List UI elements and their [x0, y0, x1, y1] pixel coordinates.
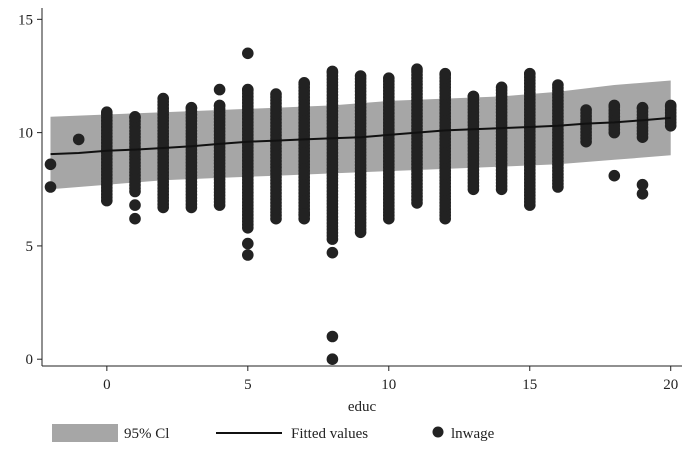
lnwage-point — [185, 101, 198, 114]
lnwage-point — [636, 188, 649, 200]
lnwage-point — [326, 353, 339, 366]
x-axis-title: educ — [348, 399, 377, 415]
lnwage-point — [467, 90, 480, 103]
lnwage-point — [242, 47, 254, 60]
lnwage-point — [72, 133, 85, 146]
lnwage-point — [636, 178, 649, 191]
legend: 95% Cl Fitted values lnwage — [52, 424, 495, 442]
lnwage-point — [270, 88, 282, 100]
fitted-line-layer — [50, 116, 671, 156]
lnwage-point — [101, 106, 113, 118]
lnwage-point — [129, 111, 141, 123]
lnwage-point — [326, 65, 339, 78]
lnwage-point — [664, 99, 677, 112]
lnwage-point — [552, 79, 564, 91]
lnwage-point — [157, 92, 169, 105]
x-tick-label: 10 — [381, 377, 396, 393]
x-tick-label: 15 — [522, 377, 537, 393]
lnwage-point — [411, 63, 423, 75]
y-tick-label: 5 — [26, 239, 34, 255]
lnwage-point — [354, 70, 367, 82]
lnwage-point — [383, 72, 395, 84]
legend-label-ci: 95% Cl — [124, 426, 169, 442]
y-tick-label: 0 — [26, 352, 34, 368]
x-tick-label: 5 — [244, 377, 252, 393]
lnwage-point — [326, 246, 339, 259]
y-tick-label: 10 — [18, 126, 33, 142]
lnwage-point — [298, 208, 311, 220]
lnwage-point — [608, 99, 621, 112]
lnwage-point — [129, 212, 141, 225]
axes: 0 5 10 15 0 5 10 15 20 — [18, 8, 682, 393]
lnwage-point — [242, 237, 254, 250]
lnwage-point — [636, 101, 649, 114]
lnwage-point — [298, 77, 311, 89]
lnwage-point — [44, 158, 57, 171]
lnwage-point — [242, 249, 254, 261]
lnwage-point — [44, 181, 57, 193]
legend-swatch-lnwage — [432, 426, 444, 438]
x-tick-label: 20 — [663, 377, 678, 393]
lnwage-point — [242, 83, 254, 96]
lnwage-point — [326, 330, 339, 343]
lnwage-point — [524, 67, 536, 80]
x-tick-label: 0 — [103, 377, 111, 393]
lnwage-point — [213, 99, 226, 112]
legend-swatch-ci — [52, 424, 118, 442]
y-tick-label: 15 — [18, 12, 33, 28]
scatter-points-layer — [44, 47, 677, 366]
lnwage-point — [608, 169, 621, 182]
legend-label-lnwage: lnwage — [451, 426, 495, 442]
lnwage-point — [439, 67, 452, 80]
lnwage-point — [495, 81, 508, 94]
lnwage-point — [580, 104, 592, 116]
lnwage-point — [129, 199, 141, 211]
legend-label-fitted: Fitted values — [291, 426, 368, 442]
lnwage-point — [213, 83, 226, 96]
fitted-values-line — [50, 116, 671, 156]
